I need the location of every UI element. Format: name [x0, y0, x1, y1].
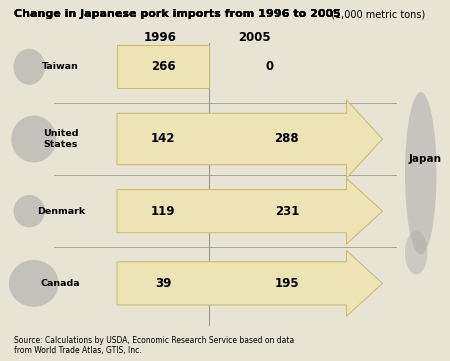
Text: (1,000 metric tons): (1,000 metric tons) — [328, 9, 426, 19]
Ellipse shape — [11, 116, 56, 162]
Text: 0: 0 — [266, 60, 274, 73]
Text: Canada: Canada — [41, 279, 81, 288]
Polygon shape — [117, 100, 382, 178]
Text: 1996: 1996 — [143, 31, 176, 44]
Text: United
States: United States — [43, 129, 78, 149]
Polygon shape — [117, 178, 382, 244]
Text: 39: 39 — [155, 277, 171, 290]
Text: Taiwan: Taiwan — [42, 62, 79, 71]
Ellipse shape — [14, 195, 45, 227]
Ellipse shape — [405, 231, 428, 274]
Text: Change in Japanese pork imports from 1996 to 2005: Change in Japanese pork imports from 199… — [14, 9, 340, 19]
Ellipse shape — [14, 49, 45, 85]
Text: 266: 266 — [151, 60, 176, 73]
Ellipse shape — [9, 260, 58, 307]
Text: Denmark: Denmark — [36, 207, 85, 216]
Polygon shape — [117, 251, 382, 316]
Text: Japan: Japan — [409, 154, 442, 164]
Text: 288: 288 — [274, 132, 299, 145]
FancyBboxPatch shape — [117, 45, 209, 88]
Text: 142: 142 — [151, 132, 176, 145]
Text: 119: 119 — [151, 205, 176, 218]
Text: 2005: 2005 — [238, 31, 270, 44]
Text: 231: 231 — [274, 205, 299, 218]
Text: Change in Japanese pork imports from 1996 to 2005: Change in Japanese pork imports from 199… — [14, 9, 340, 19]
Text: 195: 195 — [274, 277, 299, 290]
Ellipse shape — [405, 92, 436, 255]
Text: Source: Calculations by USDA, Economic Research Service based on data
from World: Source: Calculations by USDA, Economic R… — [14, 336, 294, 355]
Text: Change in Japanese pork imports from 1996 to 2005: Change in Japanese pork imports from 199… — [14, 9, 340, 19]
